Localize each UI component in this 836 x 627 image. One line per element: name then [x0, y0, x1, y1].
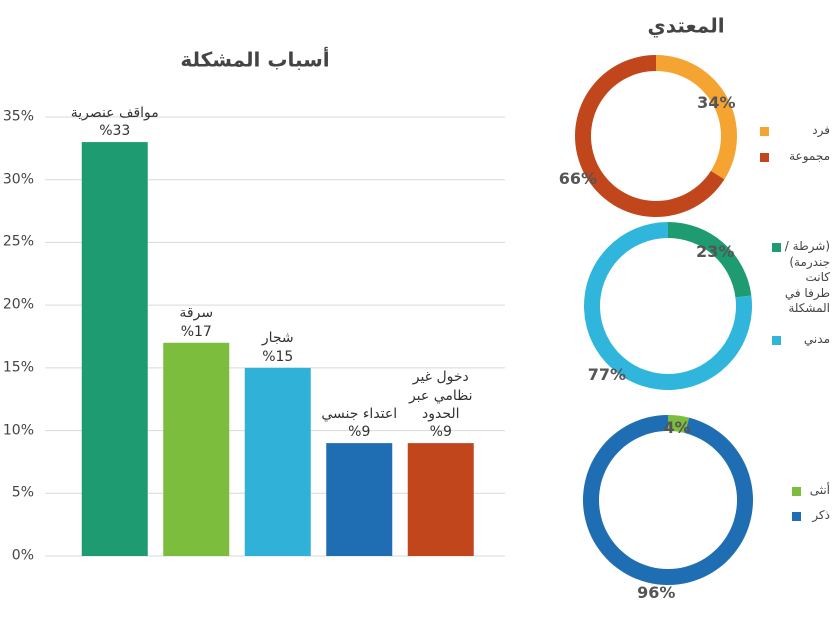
category-label: دخول غير نظامي عبر الحدود	[408, 369, 473, 422]
data-label: 66%	[558, 168, 598, 188]
category-label: سرقة	[179, 305, 214, 322]
value-label: %17	[180, 323, 212, 340]
data-label: سرقة %17	[151, 304, 241, 340]
legend-swatch	[792, 512, 801, 521]
legend-label: مدني	[803, 332, 830, 346]
value-label: %9	[348, 423, 371, 440]
legend-label: مجموعة	[789, 149, 830, 163]
bar	[326, 443, 393, 556]
legend-swatch	[772, 243, 781, 252]
donut-segment	[668, 415, 690, 434]
chart-title: المعتدي	[647, 13, 725, 38]
data-label: 34%	[697, 92, 736, 112]
bar	[407, 443, 474, 556]
donut-segment	[656, 55, 737, 180]
value-label: %15	[262, 348, 294, 365]
legend-label: أنثى	[809, 483, 830, 497]
data-label: دخول غير نظامي عبر الحدود %9	[396, 368, 486, 441]
legend-label: ذكر	[812, 508, 830, 522]
legend-swatch	[772, 336, 781, 345]
category-label: شجار	[261, 330, 294, 347]
legend-swatch	[792, 487, 801, 496]
data-label: 77%	[587, 365, 627, 385]
legend-label: (شرطة / جندرمة) كانت طرفا في المشكلة	[784, 239, 830, 316]
data-label: 23%	[696, 242, 735, 262]
data-label: شجار %15	[233, 329, 323, 365]
bar	[81, 142, 148, 557]
data-label: 4%	[663, 418, 691, 438]
legend-swatch	[760, 153, 769, 162]
legend-label: فرد	[812, 123, 830, 137]
donut-segment	[582, 415, 753, 586]
data-label: اعتداء جنسي %9	[314, 405, 404, 441]
data-label: 96%	[637, 582, 676, 602]
category-label: اعتداء جنسي	[321, 405, 398, 422]
value-label: %9	[429, 423, 452, 440]
legend-swatch	[760, 127, 769, 136]
value-label: %33	[99, 122, 131, 139]
bar	[163, 342, 230, 556]
bar	[244, 367, 311, 556]
category-label: مواقف عنصرية	[70, 104, 159, 121]
data-label: مواقف عنصرية %33	[70, 104, 160, 140]
donut-segment	[668, 222, 752, 298]
chart-title: أسباب المشكلة	[180, 47, 330, 72]
